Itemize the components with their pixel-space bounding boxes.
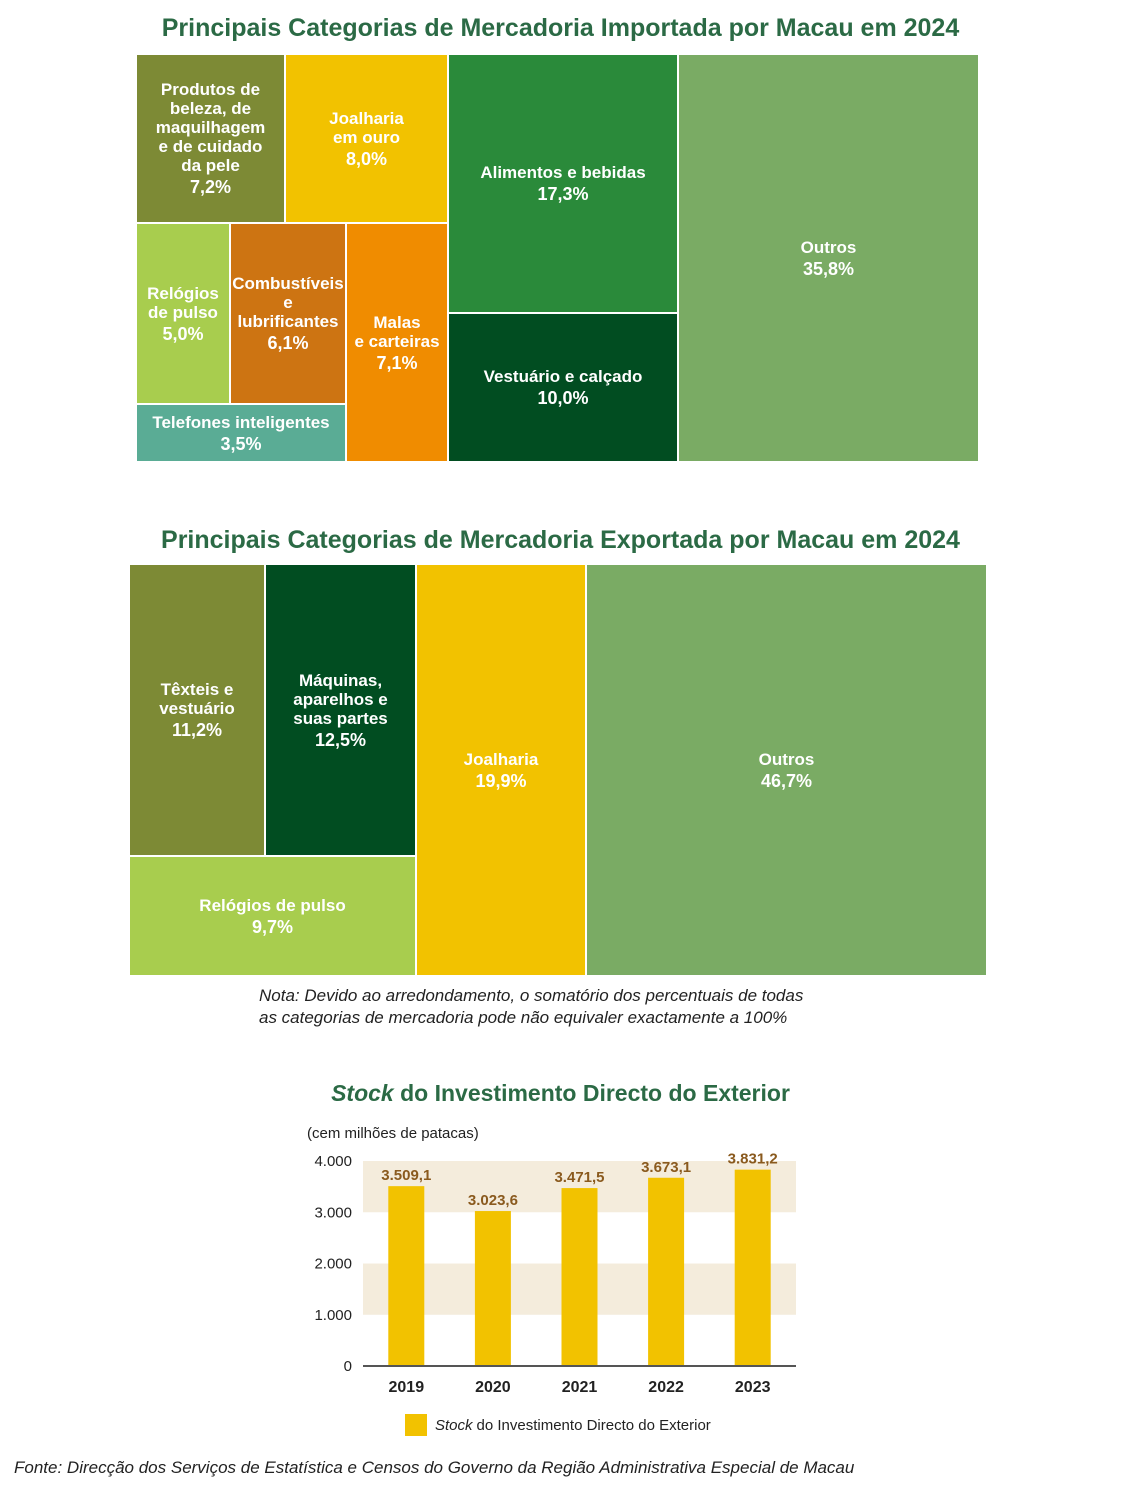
import-cell: Produtos de beleza, de maquilhagem e de … [136, 54, 285, 223]
export-cell-label: Máquinas, aparelhos e suas partes [293, 670, 388, 728]
bar-value-label: 3.831,2 [728, 1151, 778, 1168]
bar [388, 1186, 425, 1366]
fdi-title-rest: do Investimento Directo do Exterior [393, 1080, 790, 1106]
import-cell: Combustíveis e lubrificantes 6,1% [230, 223, 346, 404]
import-cell: Joalharia em ouro 8,0% [285, 54, 448, 223]
source-note: Fonte: Direcção dos Serviços de Estatíst… [14, 1458, 855, 1477]
bar-value-label: 3.509,1 [381, 1167, 431, 1184]
import-cell-value: 17,3% [537, 184, 589, 204]
y-tick-label: 2.000 [314, 1256, 352, 1273]
bar [561, 1188, 598, 1366]
fdi-title-italic: Stock [331, 1080, 394, 1106]
export-cell-label: Outros [758, 749, 815, 769]
fdi-y-unit-label: (cem milhões de patacas) [307, 1125, 479, 1142]
import-cell-value: 6,1% [267, 333, 309, 353]
export-cell-label: Joalharia [463, 749, 539, 769]
import-cell-label: Vestuário e calçado [483, 367, 643, 386]
import-cell: Telefones inteligentes 3,5% [136, 404, 346, 462]
x-tick-label: 2022 [648, 1379, 684, 1396]
import-cell-label: Alimentos e bebidas [480, 163, 646, 182]
import-cell: Outros 35,8% [678, 54, 979, 462]
import-cell-label: Produtos de beleza, de maquilhagem e de … [155, 80, 266, 175]
export-cell-label: Têxteis e vestuário [159, 680, 235, 718]
legend-label-rest: do Investimento Directo do Exterior [476, 1416, 711, 1434]
import-cell-value: 7,2% [189, 177, 232, 197]
x-tick-label: 2021 [562, 1379, 598, 1396]
bar-value-label: 3.471,5 [554, 1169, 604, 1186]
import-cell-label: Malas e carteiras [354, 312, 440, 351]
bar [648, 1177, 685, 1366]
import-chart-title: Principais Categorias de Mercadoria Impo… [161, 14, 960, 42]
legend-label-italic: Stock [435, 1416, 473, 1434]
export-cell-value: 12,5% [314, 729, 367, 750]
y-tick-label: 1.000 [314, 1307, 352, 1324]
import-cell-value: 3,5% [220, 433, 262, 454]
export-cell: Joalharia 19,9% [416, 564, 586, 976]
y-tick-label: 4.000 [314, 1153, 352, 1170]
export-cell: Relógios de pulso 9,7% [129, 856, 416, 976]
import-cell-value: 5,0% [162, 323, 204, 344]
export-cell-value: 11,2% [171, 720, 223, 740]
x-tick-label: 2019 [389, 1379, 425, 1396]
import-cell-label: Relógios de pulso [147, 283, 219, 322]
export-chart-title: Principais Categorias de Mercadoria Expo… [161, 526, 960, 554]
bar [474, 1211, 511, 1366]
x-tick-label: 2020 [475, 1379, 511, 1396]
import-cell-value: 35,8% [802, 258, 855, 279]
note-line-2: as categorias de mercadoria pode não equ… [259, 1008, 788, 1027]
y-tick-label: 0 [344, 1358, 352, 1375]
bar-value-label: 3.023,6 [468, 1192, 518, 1209]
note-line-1: Nota: Devido ao arredondamento, o somató… [259, 986, 804, 1005]
fdi-chart-title: Stock do Investimento Directo do Exterio… [0, 1080, 1121, 1107]
bar-value-label: 3.673,1 [641, 1159, 691, 1176]
y-tick-label: 3.000 [314, 1204, 352, 1221]
x-tick-label: 2023 [735, 1379, 771, 1396]
export-cell-value: 46,7% [760, 770, 813, 791]
rounding-note: Nota: Devido ao arredondamento, o somató… [259, 985, 899, 1029]
export-cell-value: 19,9% [475, 770, 527, 791]
import-treemap: Produtos de beleza, de maquilhagem e de … [136, 54, 979, 462]
import-cell-label: Combustíveis e lubrificantes [232, 274, 344, 331]
import-cell-value: 7,1% [376, 352, 418, 373]
import-cell-label: Telefones inteligentes [152, 412, 330, 432]
import-cell: Alimentos e bebidas 17,3% [448, 54, 678, 313]
import-cell: Relógios de pulso 5,0% [136, 223, 230, 404]
import-cell-label: Joalharia em ouro [329, 108, 404, 147]
fdi-legend: Stock do Investimento Directo do Exterio… [405, 1412, 711, 1438]
import-cell-value: 8,0% [345, 148, 388, 169]
import-cell: Malas e carteiras 7,1% [346, 223, 448, 462]
legend-swatch [405, 1414, 427, 1436]
export-cell-label: Relógios de pulso [199, 895, 346, 915]
import-cell-value: 10,0% [537, 388, 589, 408]
import-cell-label: Outros [800, 237, 857, 257]
export-cell: Têxteis e vestuário 11,2% [129, 564, 265, 856]
import-cell: Vestuário e calçado 10,0% [448, 313, 678, 462]
export-cell: Máquinas, aparelhos e suas partes 12,5% [265, 564, 416, 856]
bar [734, 1169, 771, 1366]
export-cell: Outros 46,7% [586, 564, 987, 976]
export-treemap: Têxteis e vestuário 11,2% Máquinas, aparel… [129, 564, 987, 976]
export-cell-value: 9,7% [251, 916, 294, 937]
